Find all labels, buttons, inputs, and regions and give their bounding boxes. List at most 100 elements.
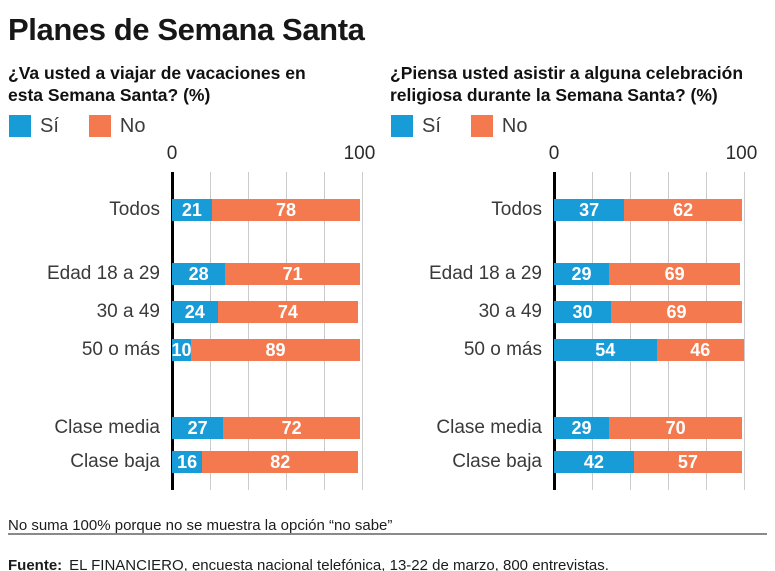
bar-row-50-o-más: 50 o más 54 46 <box>390 339 754 361</box>
stacked-bar: 37 62 <box>554 199 744 221</box>
value-label: 57 <box>677 452 698 472</box>
tick-0: 0 <box>548 143 560 164</box>
bar-segment-no: 46 <box>656 339 744 361</box>
gridline-40 <box>248 172 249 490</box>
stacked-bar: 27 72 <box>172 417 362 439</box>
page-title: Planes de Semana Santa <box>8 12 365 47</box>
gridline-60 <box>668 172 669 490</box>
value-label: 29 <box>571 418 592 438</box>
divider-line <box>8 533 767 535</box>
bar-row-30-a-49: 30 a 49 24 74 <box>8 301 366 323</box>
value-label: 10 <box>171 340 192 360</box>
stacked-bar: 54 46 <box>554 339 744 361</box>
stacked-bar: 28 71 <box>172 263 362 285</box>
bar-segment-no: 71 <box>225 263 361 285</box>
category-label: Clase media <box>54 417 160 438</box>
bar-segment-sí: 28 <box>172 263 226 285</box>
legend-swatch-si <box>391 115 413 137</box>
gridline-40 <box>630 172 631 490</box>
legend-label-si: Sí <box>422 115 441 137</box>
x-axis-ticks: 0 100 <box>549 143 758 165</box>
category-label: Todos <box>491 199 542 220</box>
bar-segment-sí: 29 <box>554 417 610 439</box>
bar-segment-sí: 27 <box>172 417 224 439</box>
gridline-60 <box>286 172 287 490</box>
chart-question-line2: religiosa durante la Semana Santa? (%) <box>390 85 718 105</box>
gridline-80 <box>706 172 707 490</box>
plot-area <box>170 172 363 490</box>
chart-question: ¿Va usted a viajar de vacaciones en esta… <box>8 62 306 106</box>
chart-question: ¿Piensa usted asistir a alguna celebraci… <box>390 62 743 106</box>
value-label: 16 <box>177 452 198 472</box>
value-label: 24 <box>184 302 205 322</box>
footnote: No suma 100% porque no se muestra la opc… <box>8 517 393 534</box>
bar-row-clase-baja: Clase baja 16 82 <box>8 451 366 473</box>
stacked-bar: 30 69 <box>554 301 744 323</box>
category-label: Clase baja <box>452 451 542 472</box>
bar-segment-no: 89 <box>191 339 361 361</box>
category-label: Edad 18 a 29 <box>428 263 542 284</box>
bar-segment-no: 62 <box>624 199 743 221</box>
legend-label-no: No <box>501 115 528 137</box>
chart-question-line1: ¿Piensa usted asistir a alguna celebraci… <box>390 63 744 83</box>
bar-row-todos: Todos 37 62 <box>390 199 754 221</box>
category-label: Clase baja <box>70 451 160 472</box>
bar-row-50-o-más: 50 o más 10 89 <box>8 339 366 361</box>
category-label: Clase media <box>436 417 542 438</box>
stacked-bar: 16 82 <box>172 451 362 473</box>
stacked-bar: 29 70 <box>554 417 744 439</box>
gridline-20 <box>592 172 593 490</box>
gridline-100 <box>362 172 363 490</box>
chart-question-line1: ¿Va usted a viajar de vacaciones en <box>8 63 306 83</box>
category-label: 50 o más <box>81 339 160 360</box>
value-label: 74 <box>277 302 298 322</box>
value-label: 78 <box>275 200 296 220</box>
bar-segment-sí: 42 <box>554 451 634 473</box>
category-label: 30 a 49 <box>478 301 542 322</box>
bar-segment-no: 69 <box>609 263 741 285</box>
bar-segment-sí: 30 <box>554 301 611 323</box>
category-label: Todos <box>109 199 160 220</box>
value-label: 42 <box>583 452 604 472</box>
value-label: 69 <box>664 264 685 284</box>
bar-segment-no: 57 <box>633 451 743 473</box>
value-label: 27 <box>187 418 208 438</box>
gridline-80 <box>324 172 325 490</box>
bar-row-clase-baja: Clase baja 42 57 <box>390 451 754 473</box>
bar-row-todos: Todos 21 78 <box>8 199 366 221</box>
value-label: 89 <box>265 340 286 360</box>
chart-panel-celebracion: ¿Piensa usted asistir a alguna celebraci… <box>390 60 758 500</box>
category-label: 50 o más <box>463 339 542 360</box>
y-axis-line <box>170 172 174 490</box>
value-label: 70 <box>665 418 686 438</box>
source-line: Fuente: EL FINANCIERO, encuesta nacional … <box>8 557 609 571</box>
stacked-bar: 24 74 <box>172 301 362 323</box>
bar-segment-no: 72 <box>223 417 361 439</box>
bar-segment-sí: 21 <box>172 199 212 221</box>
x-axis-ticks: 0 100 <box>167 143 376 165</box>
category-label: Edad 18 a 29 <box>46 263 160 284</box>
stacked-bar: 21 78 <box>172 199 362 221</box>
legend-swatch-no <box>88 115 111 137</box>
bar-segment-sí: 37 <box>554 199 625 221</box>
legend-label-no: No <box>119 115 146 137</box>
chart-panel-vacaciones: ¿Va usted a viajar de vacaciones en esta… <box>8 60 376 500</box>
value-label: 72 <box>281 418 302 438</box>
legend-label-si: Sí <box>40 115 59 137</box>
value-label: 29 <box>571 264 592 284</box>
stacked-bar: 10 89 <box>171 339 362 361</box>
bar-segment-no: 82 <box>202 451 359 473</box>
bar-segment-no: 78 <box>211 199 361 221</box>
bar-row-edad-18-a-29: Edad 18 a 29 28 71 <box>8 263 366 285</box>
y-axis-line <box>552 172 556 490</box>
value-label: 28 <box>188 264 209 284</box>
category-label: 30 a 49 <box>96 301 160 322</box>
tick-100: 100 <box>343 143 376 164</box>
bar-segment-sí: 29 <box>554 263 610 285</box>
bar-row-clase-media: Clase media 27 72 <box>8 417 366 439</box>
bar-segment-no: 69 <box>611 301 743 323</box>
value-label: 21 <box>181 200 202 220</box>
bar-row-30-a-49: 30 a 49 30 69 <box>390 301 754 323</box>
plot-area <box>552 172 745 490</box>
